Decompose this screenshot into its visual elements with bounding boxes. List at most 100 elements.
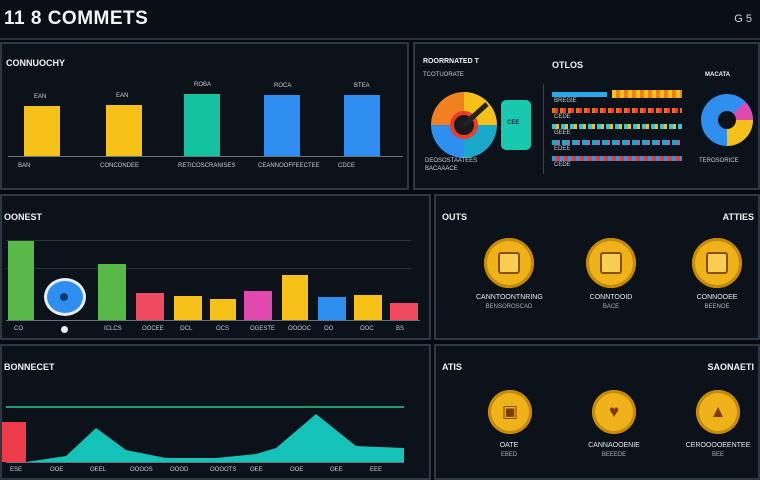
badge-1-sub: BENSOROSCAD [485,304,533,310]
panel-top-left: CONNUOCHY EAN BAN EAN CONCONDEE ROBA RETICOSC… [0,42,409,190]
badge-5-glyph: ♥ [608,402,620,421]
bar-4-top-label: ROCA [274,83,292,89]
panel-title-right: ATTIES [722,212,754,222]
gauge-hole [718,111,736,129]
panel-title-c: MACATA [705,72,731,78]
badge-5-sub: BEEEDE [601,452,627,458]
gauge-chart [701,94,753,146]
panel-bottom-left: BONNECET ESE OOE OEEL OOOOS OOOD OOOOTS OEE OOE… [0,344,431,480]
bar-2[interactable] [106,105,142,156]
badge-2-glyph [600,252,622,274]
bar-3-label: ICLCS [104,326,122,332]
bar-8-label: OOOOC [288,326,312,332]
axis-label-6: OOOOTS [210,467,237,473]
wave-row-4 [552,140,682,145]
donut-caption: DEOSOSTAATEES [425,158,478,164]
wave-label-5: CEDE [554,162,571,168]
dashboard-title: 11 8 COMMETS [4,8,149,29]
badge-4-caption: OATE [499,442,519,449]
chart-baseline [8,156,403,157]
axis-label-3: OEEL [90,467,107,473]
bar-3-top-label: ROBA [194,82,212,88]
wave-row-3 [552,124,682,129]
panel-title-left: OUTS [442,212,468,222]
badge-1-glyph [498,252,520,274]
gauge-caption: TEROSORICE [699,158,739,164]
badge-5-caption: CANNAOOENIE [588,442,640,449]
panel-title-left: ATIS [442,362,462,372]
panel-mid-left: OONEST CO ICLCS OOCEE OCL OCS OGESTE OOOOC OO OO… [0,194,431,340]
badge-4-glyph: ▣ [501,402,519,421]
waveform-list: BREGIE CEDE GEEE EDEE CEDE [543,84,690,174]
bar-5[interactable] [174,296,202,320]
bar-4[interactable] [264,95,300,156]
axis-label-5: OOOD [170,467,189,473]
bar-11[interactable] [390,303,418,320]
badge-3-caption: CONNOOEE [696,294,738,301]
dot-marker [61,326,68,333]
bar-1[interactable] [24,106,60,156]
bar-4-bottom-label: CEANNOOFFEECTEE [258,163,320,169]
area-chart [26,414,404,462]
wave-row-5 [552,156,682,161]
bar-10[interactable] [354,295,382,320]
bar-3[interactable] [184,94,220,156]
wave-row-1b [612,90,682,98]
wave-row-2 [552,108,682,113]
badge-6-icon[interactable]: ▲ [696,390,740,434]
bar-1[interactable] [8,241,34,320]
bar-11-label: BS [396,326,405,332]
bar-4[interactable] [136,293,164,320]
badge-2-sub: BACE [602,304,620,310]
green-threshold-line [6,406,404,408]
badge-5-icon[interactable]: ♥ [592,390,636,434]
bar-6-label: OCS [216,326,230,332]
bar-6[interactable] [210,299,236,320]
bar-1-bottom-label: BAN [18,163,31,169]
ring-marker-dot [60,293,68,301]
bar-5-bottom-label: CDCE [338,163,356,169]
panel-title: OONEST [4,212,43,222]
top-bar: 11 8 COMMETS G 5 [0,0,760,40]
bar-5[interactable] [344,95,380,156]
badge-3-icon[interactable] [692,238,742,288]
axis-label-9: OEE [330,467,343,473]
bar-8[interactable] [282,275,308,320]
axis-label-4: OOOOS [130,467,153,473]
badge-2-caption: CONNTOOID [589,294,633,301]
badge-1-icon[interactable] [484,238,534,288]
axis-label-1: ESE [10,467,23,473]
bar-10-label: OOC [360,326,374,332]
axis-label-8: OOE [290,467,304,473]
gauge-slice-yellow [727,120,753,146]
badge-4-icon[interactable]: ▣ [488,390,532,434]
teal-box-text: CEE [507,120,520,126]
donut-subcaption: BACAAACE [425,166,458,172]
panel-title: CONNUOCHY [6,58,66,68]
gridline-mid [6,268,411,269]
axis-label-2: OOE [50,467,64,473]
bar-3[interactable] [98,264,126,320]
bar-2-top-label: EAN [116,93,129,99]
wave-label-2: CEDE [554,114,571,120]
panel-title: BONNECET [4,362,55,372]
panel-subtitle-a: TCOTUORATE [423,72,464,78]
wave-label-4: EDEE [554,146,571,152]
badge-1-caption: CANNTOONTNRING [476,294,543,301]
bar-9[interactable] [318,297,346,320]
ring-marker [44,278,86,316]
badge-2-icon[interactable] [586,238,636,288]
panel-title-a: ROORRNATED T [423,58,479,65]
chart-baseline [6,462,404,463]
badge-6-caption: CEROOOOEENTEE [685,442,751,449]
bar-7[interactable] [244,291,272,320]
donut-chart [431,92,497,158]
bar-3-bottom-label: RETICOSCRANISES [178,163,236,169]
axis-label-7: OEE [250,467,263,473]
bar-5-label: OCL [180,326,193,332]
bar-7-label: OGESTE [250,326,276,332]
wave-label-3: GEEE [554,130,571,136]
bar-5-top-label: BTEA [354,83,370,89]
bar-1-label: CO [14,326,23,332]
area-series [26,414,404,462]
